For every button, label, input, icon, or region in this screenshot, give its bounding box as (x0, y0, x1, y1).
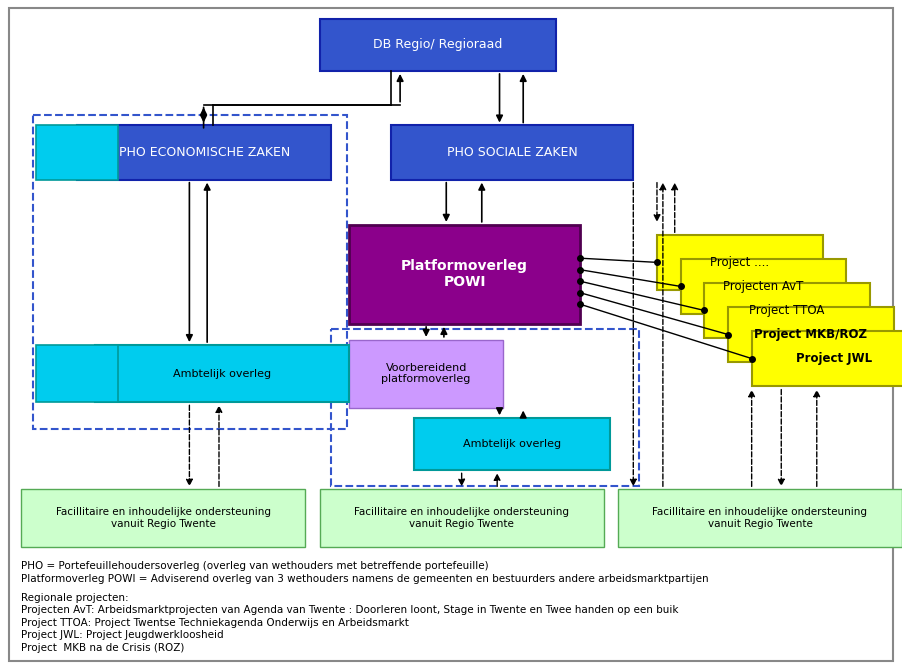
Text: Regionale projecten:: Regionale projecten: (22, 593, 129, 603)
Bar (618, 489, 902, 547)
Bar (35, 345, 118, 403)
Bar (349, 225, 580, 324)
Bar (728, 307, 894, 362)
Text: Project  MKB na de Crisis (ROZ): Project MKB na de Crisis (ROZ) (22, 643, 185, 653)
Text: Facillitaire en inhoudelijke ondersteuning
vanuit Regio Twente: Facillitaire en inhoudelijke ondersteuni… (56, 507, 271, 529)
Bar (751, 331, 902, 386)
Text: Project TTOA: Project Twentse Techniekagenda Onderwijs en Arbeidsmarkt: Project TTOA: Project Twentse Techniekag… (22, 617, 410, 628)
Text: Platformoverleg
POWI: Platformoverleg POWI (401, 260, 528, 290)
Text: Project TTOA: Project TTOA (750, 304, 824, 317)
Text: Voorbereidend
platformoverleg: Voorbereidend platformoverleg (382, 363, 471, 385)
Text: PHO SOCIALE ZAKEN: PHO SOCIALE ZAKEN (446, 146, 577, 159)
Bar (331, 329, 640, 486)
Text: Facillitaire en inhoudelijke ondersteuning
vanuit Regio Twente: Facillitaire en inhoudelijke ondersteuni… (354, 507, 569, 529)
Bar (35, 126, 118, 180)
Bar (95, 345, 349, 403)
Bar (77, 126, 331, 180)
Bar (681, 259, 846, 314)
Text: DB Regio/ Regioraad: DB Regio/ Regioraad (373, 38, 502, 52)
Text: Facillitaire en inhoudelijke ondersteuning
vanuit Regio Twente: Facillitaire en inhoudelijke ondersteuni… (652, 507, 868, 529)
Bar (33, 115, 347, 429)
Text: Platformoverleg POWI = Adviserend overleg van 3 wethouders namens de gemeenten e: Platformoverleg POWI = Adviserend overle… (22, 574, 709, 584)
Text: Projecten AvT: Projecten AvT (723, 280, 804, 293)
Text: Project JWL: Project Jeugdwerkloosheid: Project JWL: Project Jeugdwerkloosheid (22, 630, 224, 640)
Bar (319, 489, 603, 547)
Text: Ambtelijk overleg: Ambtelijk overleg (173, 369, 271, 379)
Bar (704, 283, 870, 338)
Text: Project JWL: Project JWL (796, 352, 872, 365)
Bar (391, 126, 633, 180)
Bar (22, 489, 306, 547)
Bar (319, 19, 557, 71)
Bar (657, 235, 823, 290)
Bar (414, 418, 610, 470)
Text: PHO = Portefeuillehoudersoverleg (overleg van wethouders met betreffende portefe: PHO = Portefeuillehoudersoverleg (overle… (22, 561, 489, 571)
Text: Projecten AvT: Arbeidsmarktprojecten van Agenda van Twente : Doorleren loont, St: Projecten AvT: Arbeidsmarktprojecten van… (22, 605, 679, 615)
Text: Project ....: Project .... (710, 256, 769, 269)
Text: Ambtelijk overleg: Ambtelijk overleg (463, 440, 561, 450)
Bar (349, 340, 503, 407)
Text: Project MKB/ROZ: Project MKB/ROZ (754, 328, 868, 341)
Text: PHO ECONOMISCHE ZAKEN: PHO ECONOMISCHE ZAKEN (118, 146, 290, 159)
